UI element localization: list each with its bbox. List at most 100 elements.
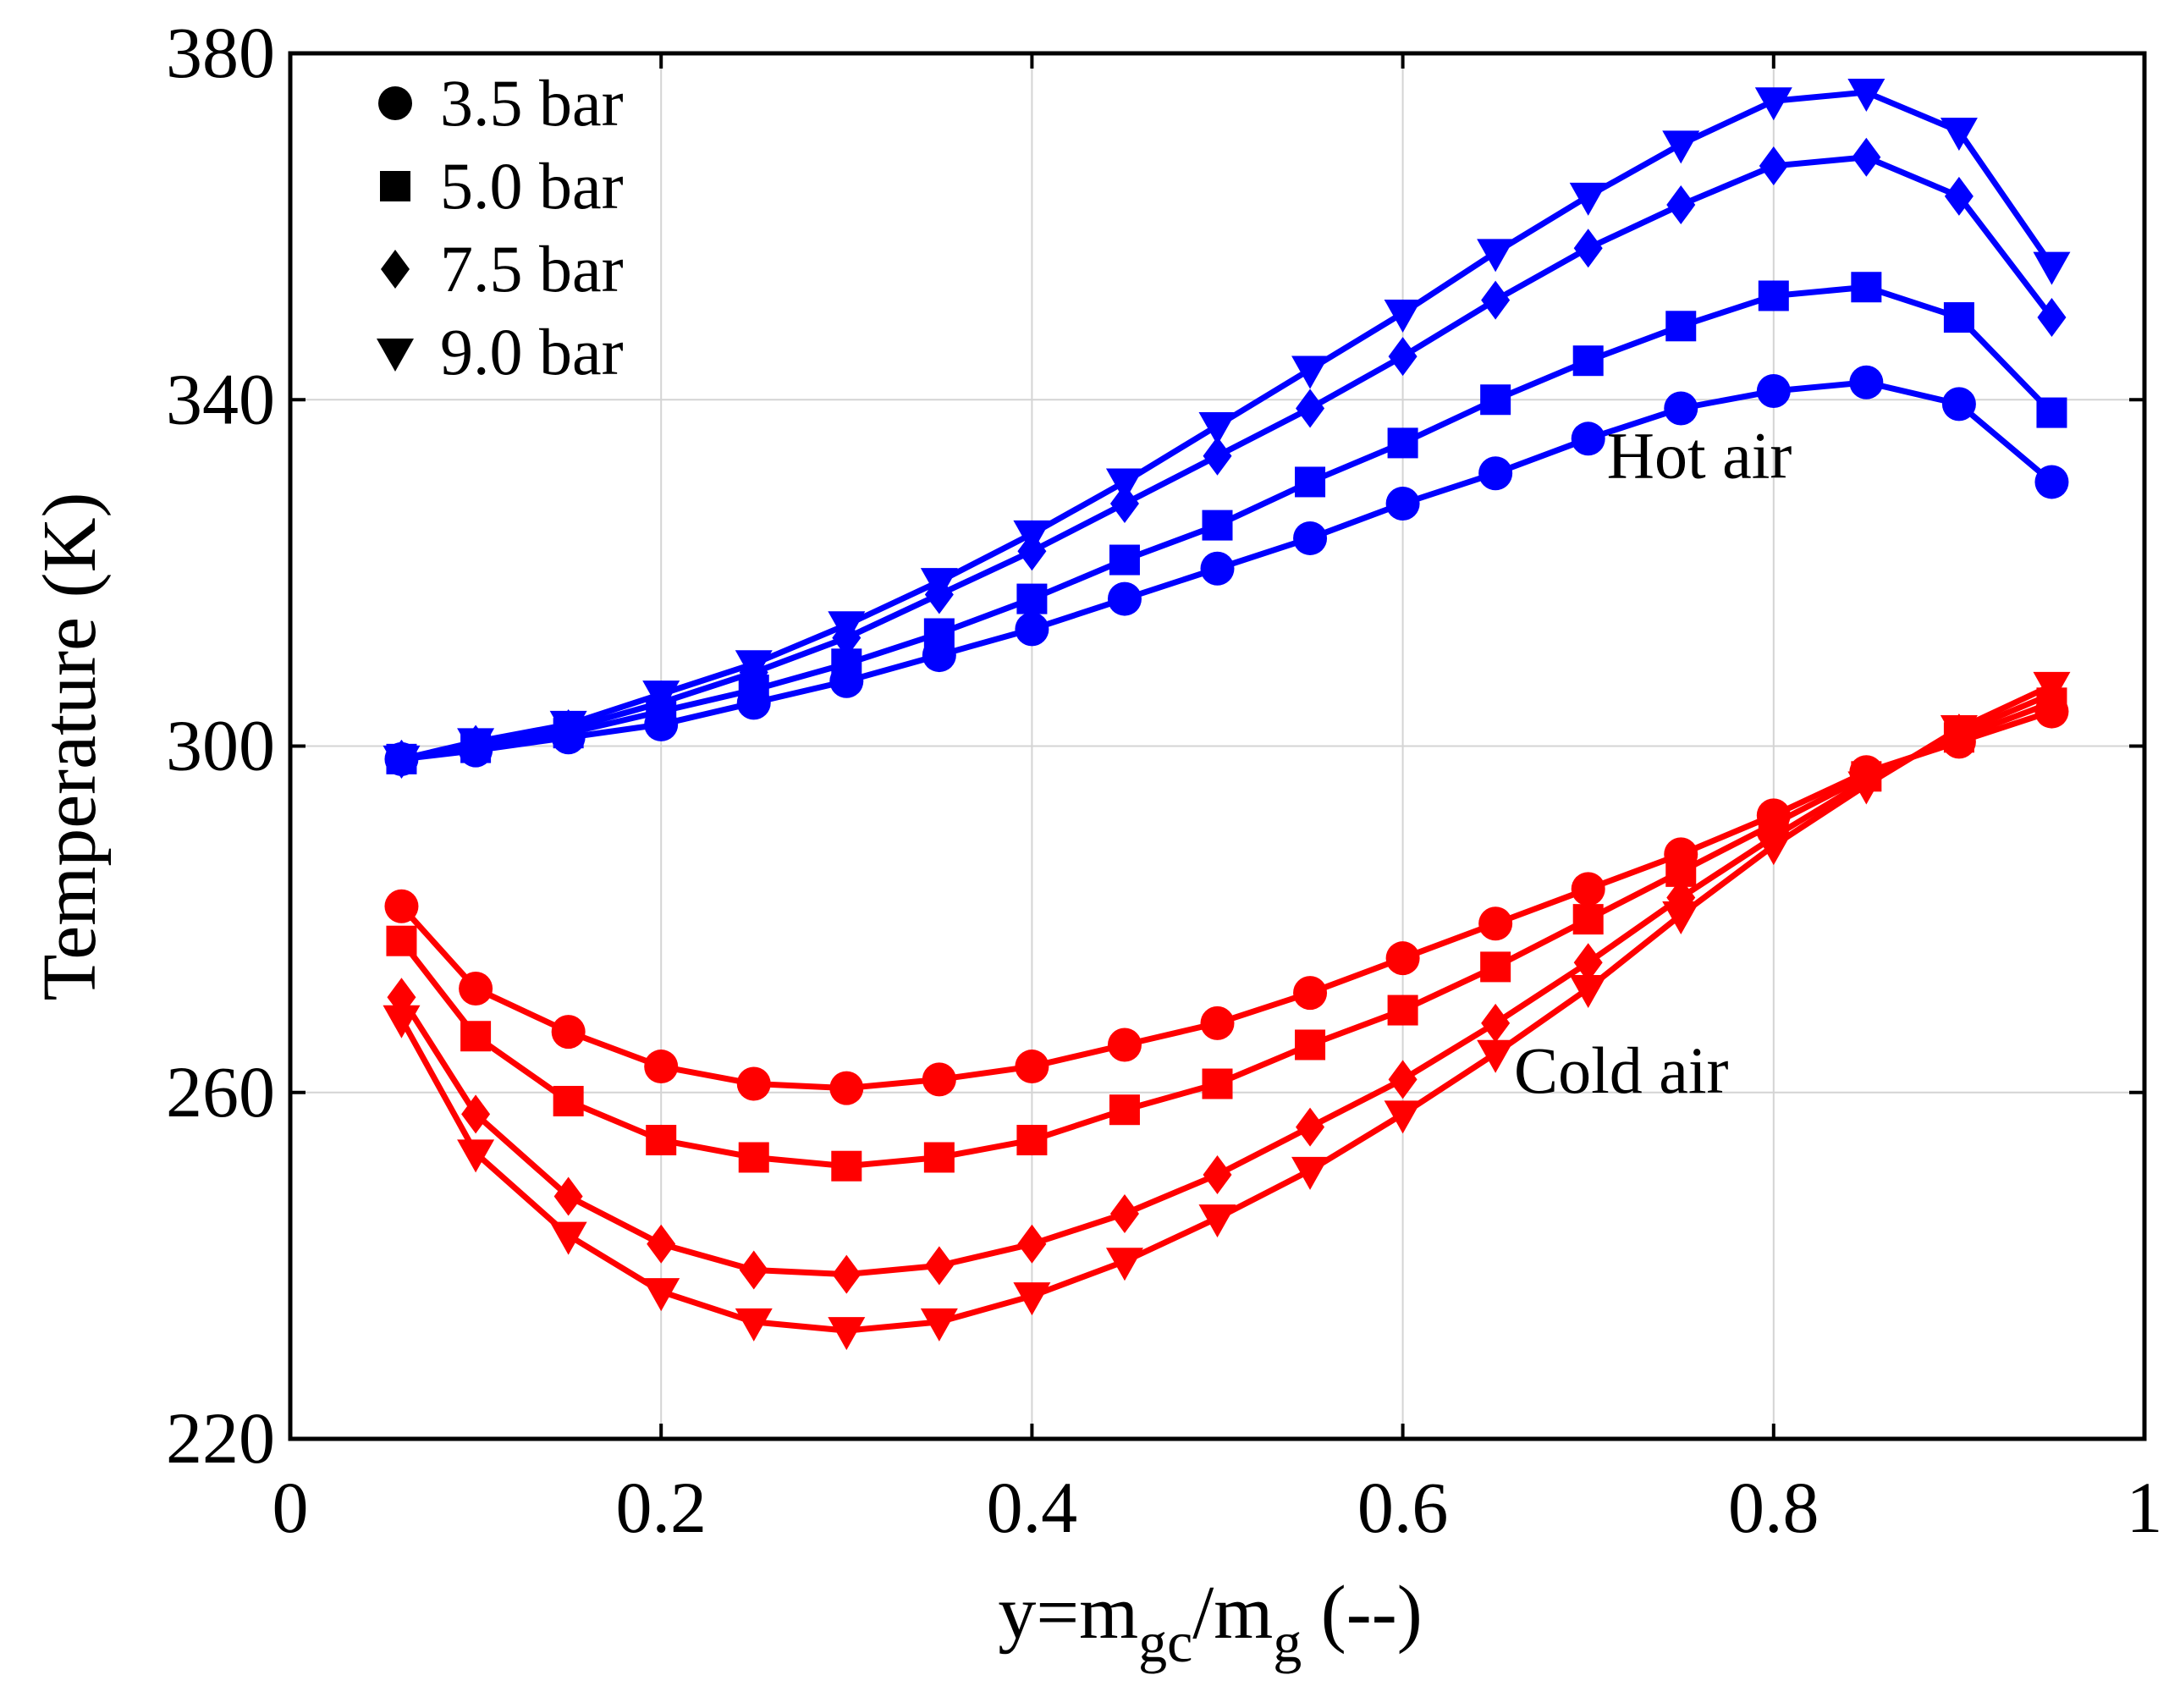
cold-point-9_0-bar: [549, 1221, 587, 1255]
cold-point-3_5-bar: [644, 1050, 679, 1084]
y-tick-label: 380: [166, 12, 275, 93]
legend-label: 7.5 bar: [440, 232, 624, 306]
hot-point-7_5-bar: [1109, 484, 1139, 524]
legend-label: 5.0 bar: [440, 149, 624, 223]
cold-point-5_0-bar: [1572, 904, 1604, 935]
hot-point-3_5-bar: [1385, 487, 1420, 521]
hot-point-9_0-bar: [1384, 299, 1422, 333]
xlabel-sub2: g: [1273, 1610, 1302, 1674]
hot-point-9_0-bar: [457, 728, 495, 762]
xlabel-sub1: gc: [1138, 1610, 1192, 1674]
hot-point-5_0-bar: [2036, 397, 2067, 428]
hot-point-5_0-bar: [1851, 272, 1882, 303]
hot-point-9_0-bar: [642, 680, 680, 714]
cold-point-3_5-bar: [922, 1062, 956, 1097]
x-tick-label: 0.2: [615, 1467, 707, 1548]
cold-point-3_5-bar: [1478, 906, 1513, 941]
hot-point-7_5-bar: [2037, 298, 2067, 338]
cold-point-9_0-bar: [1477, 1039, 1515, 1073]
hot-point-5_0-bar: [1387, 427, 1418, 459]
cold-point-3_5-bar: [1293, 976, 1328, 1011]
cold-point-5_0-bar: [1295, 1029, 1326, 1061]
hot-point-9_0-bar: [1291, 355, 1329, 389]
x-tick-label: 0.4: [987, 1467, 1078, 1548]
cold-point-3_5-bar: [1571, 872, 1605, 906]
xlabel-tail: (--): [1302, 1571, 1422, 1655]
cold-point-5_0-bar: [1016, 1125, 1048, 1156]
hot-point-7_5-bar: [1573, 229, 1603, 268]
cold-point-7_5-bar: [1481, 1003, 1511, 1043]
cold-point-9_0-bar: [1569, 974, 1607, 1008]
x-tick-label: 0.6: [1357, 1467, 1449, 1548]
hot-point-3_5-bar: [1200, 551, 1235, 586]
cold-point-3_5-bar: [459, 971, 493, 1006]
hot-point-5_0-bar: [1943, 302, 1974, 333]
cold-point-5_0-bar: [646, 1125, 677, 1156]
hot-point-5_0-bar: [1758, 280, 1789, 311]
cold-point-7_5-bar: [832, 1254, 862, 1294]
x-tick-label: 0: [272, 1467, 309, 1548]
cold-point-9_0-bar: [828, 1317, 866, 1351]
hot-point-5_0-bar: [1016, 583, 1048, 614]
hot-point-9_0-bar: [1754, 87, 1792, 121]
y-tick-label: 220: [166, 1397, 275, 1479]
cold-point-9_0-bar: [1662, 901, 1700, 935]
cold-point-7_5-bar: [1017, 1224, 1047, 1264]
cold-point-7_5-bar: [1388, 1060, 1418, 1099]
cold-point-7_5-bar: [924, 1246, 954, 1286]
cold-point-7_5-bar: [739, 1250, 768, 1290]
cold-point-9_0-bar: [642, 1278, 680, 1312]
hot-point-9_0-bar: [1569, 182, 1607, 216]
cold-point-9_0-bar: [457, 1139, 495, 1173]
hot-point-3_5-bar: [2034, 465, 2069, 499]
cold-point-3_5-bar: [1200, 1006, 1235, 1040]
cold-point-9_0-bar: [1940, 715, 1978, 749]
hot-air-series-group: [383, 79, 2071, 779]
hot-point-3_5-bar: [1293, 521, 1328, 555]
cold-point-9_0-bar: [1847, 771, 1885, 805]
cold-point-9_0-bar: [1198, 1204, 1236, 1238]
y-tick-label: 340: [166, 358, 275, 439]
cold-point-5_0-bar: [738, 1142, 769, 1173]
cold-point-5_0-bar: [1387, 994, 1418, 1026]
xlabel-main: y=m: [998, 1571, 1138, 1655]
cold-point-9_0-bar: [383, 1005, 421, 1039]
hot-point-9_0-bar: [1013, 520, 1051, 554]
cold-point-7_5-bar: [1109, 1193, 1139, 1233]
hot-point-7_5-bar: [1388, 337, 1418, 377]
cold-point-9_0-bar: [1105, 1248, 1143, 1281]
hot-point-5_0-bar: [1572, 345, 1604, 377]
hot-point-7_5-bar: [1852, 137, 1881, 177]
hot-point-5_0-bar: [1202, 510, 1233, 541]
hot-point-3_5-bar: [1478, 456, 1513, 491]
hot-point-3_5-bar: [1571, 421, 1605, 456]
hot-point-7_5-bar: [1666, 185, 1696, 225]
legend-marker-square: [380, 171, 410, 201]
cold-point-7_5-bar: [553, 1176, 583, 1216]
hot-point-3_5-bar: [1015, 612, 1049, 647]
annotation-label: Hot air: [1607, 418, 1792, 492]
hot-point-7_5-bar: [1481, 280, 1511, 320]
hot-point-9_0-bar: [828, 611, 866, 645]
cold-point-9_0-bar: [920, 1308, 958, 1342]
cold-point-9_0-bar: [1013, 1282, 1051, 1316]
hot-point-3_5-bar: [1941, 387, 1976, 421]
hot-point-9_0-bar: [2033, 251, 2071, 285]
cold-point-7_5-bar: [1296, 1107, 1325, 1147]
hot-point-9_0-bar: [1105, 468, 1143, 502]
annotations: Hot air Cold air: [1514, 418, 1792, 1106]
hot-point-9_0-bar: [920, 568, 958, 602]
hot-point-9_0-bar: [1198, 411, 1236, 445]
cold-point-3_5-bar: [736, 1066, 771, 1101]
cold-point-7_5-bar: [1573, 943, 1603, 983]
hot-point-9_0-bar: [383, 745, 421, 779]
cold-point-9_0-bar: [1291, 1156, 1329, 1190]
legend: 3.5 bar 5.0 bar 7.5 bar 9.0 bar: [377, 66, 624, 388]
cold-air-series-group: [383, 671, 2071, 1351]
hot-point-7_5-bar: [1944, 176, 1974, 216]
cold-point-3_5-bar: [551, 1015, 586, 1050]
cold-point-3_5-bar: [1107, 1028, 1142, 1062]
x-axis-title: y=mgc/mg (--): [998, 1571, 1422, 1674]
cold-point-9_0-bar: [2033, 671, 2071, 705]
